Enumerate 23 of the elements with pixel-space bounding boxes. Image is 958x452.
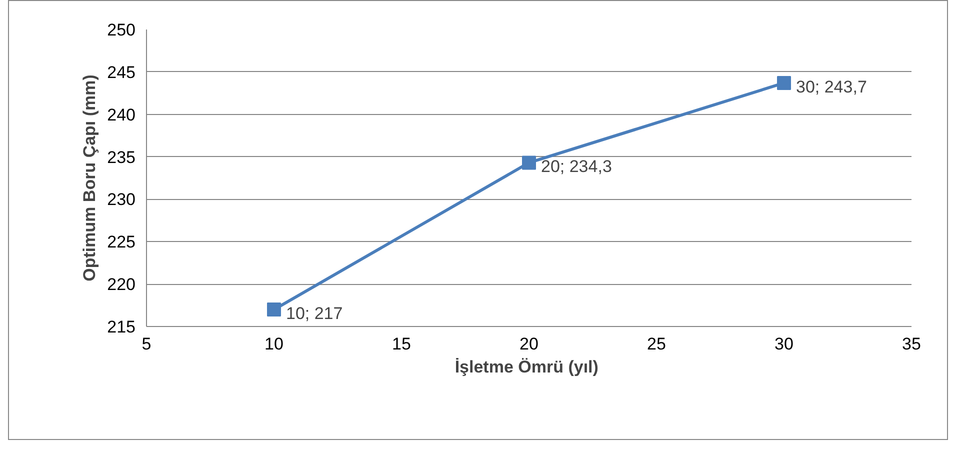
x-tick-label: 35 [902,334,921,354]
x-tick-label: 10 [264,334,284,354]
point [522,156,536,170]
data-label: 20; 234,3 [541,157,612,176]
data-label: 10; 217 [286,304,343,324]
x-tick-label: 15 [392,334,411,354]
x-axis-title: İşletme Ömrü (yıl) [454,358,598,376]
x-tick-label: 25 [647,334,666,354]
y-tick-label: 215 [107,318,136,336]
y-tick-label: 230 [107,190,136,210]
x-tick-label: 20 [520,334,538,354]
x-tick-label: 5 [142,334,152,354]
y-tick-label: 250 [107,20,136,40]
data-label: 30; 243,7 [796,77,867,96]
x-tick-label: 30 [774,334,794,354]
y-tick-label: 240 [107,105,136,124]
y-tick-label: 225 [107,232,136,252]
y-tick-label: 245 [107,62,136,82]
y-tick-label: 235 [107,148,136,167]
point [267,302,281,317]
y-axis-title: Optimum Boru Çapı (mm) [80,74,100,282]
point [777,76,791,90]
y-tick-label: 220 [107,275,136,294]
